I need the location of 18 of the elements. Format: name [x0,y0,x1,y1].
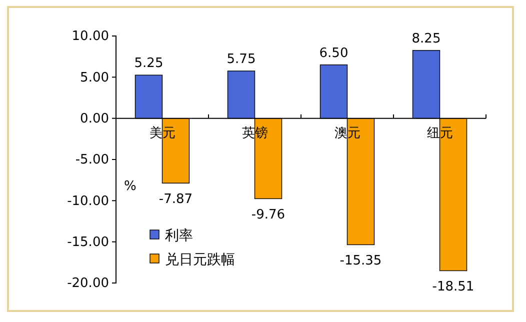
data-label: 5.75 [226,52,256,67]
data-label: 6.50 [319,46,348,61]
y-tick-label: 0.00 [80,111,109,126]
data-label: 5.25 [134,56,164,72]
y-axis-title: % [124,179,136,194]
y-tick-label: -10.00 [67,194,109,209]
y-tick-label: -5.00 [75,152,109,168]
y-tick-label: -15.00 [67,234,109,250]
data-label: -7.87 [158,192,193,208]
legend-label: 利率 [165,228,193,244]
data-label: -15.35 [340,254,382,269]
data-label: 8.25 [412,31,441,46]
legend-label: 兑日元跌幅 [165,252,235,268]
data-label: -18.51 [432,280,474,295]
y-tick-label: 10.00 [72,29,109,44]
y-tick-label: 5.00 [80,70,109,86]
y-tick-label: -20.00 [67,276,109,292]
data-label: -9.76 [251,208,286,223]
